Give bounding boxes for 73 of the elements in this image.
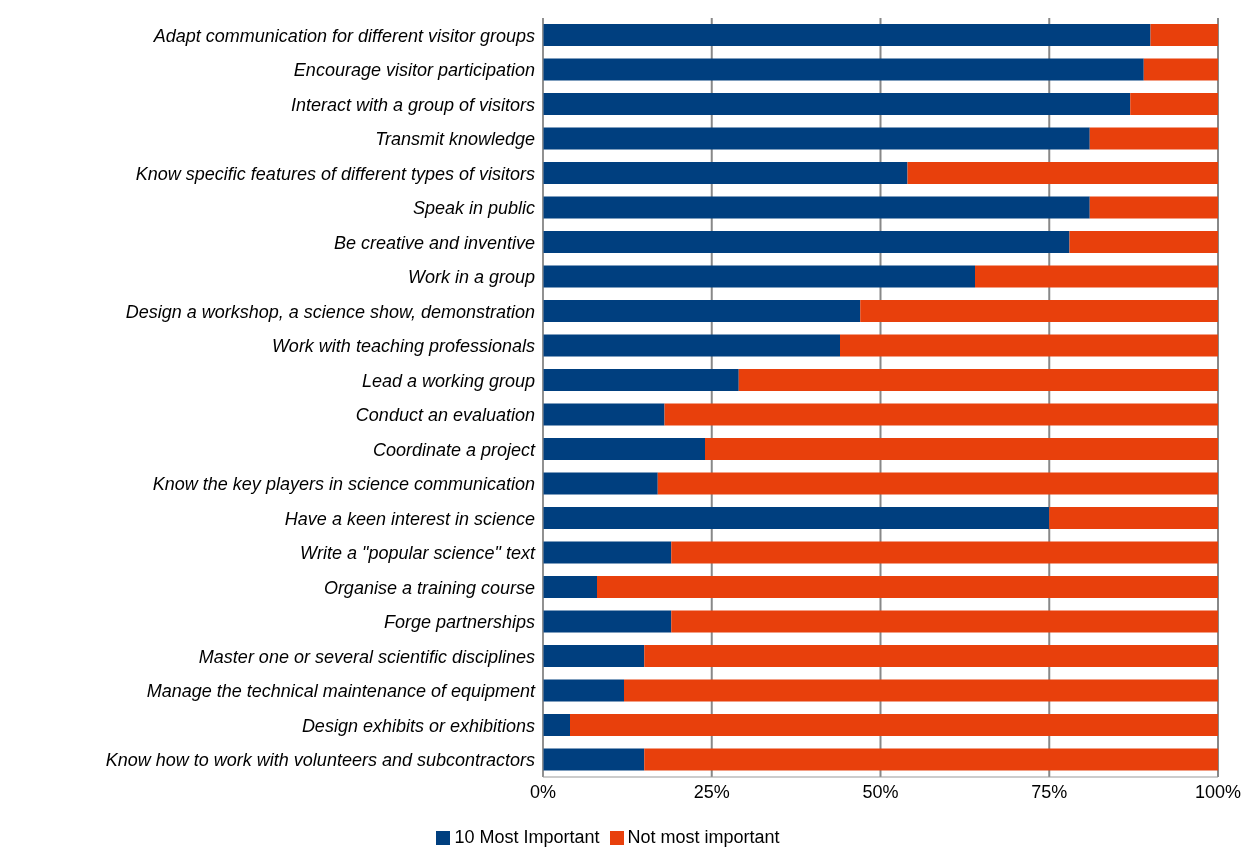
- y-tick-label: Organise a training course: [323, 577, 535, 598]
- bar: [1143, 58, 1218, 81]
- bar: [671, 541, 1218, 564]
- bar: [543, 610, 672, 633]
- y-tick-label: Encourage visitor participation: [293, 60, 535, 81]
- bar: [570, 714, 1218, 736]
- y-tick-label: Speak in public: [412, 198, 535, 219]
- y-tick-label: Adapt communication for different visitor groups: [152, 25, 535, 46]
- bar: [543, 24, 1151, 46]
- x-tick-label: 0%: [529, 781, 557, 802]
- legend-label: Not most important: [627, 827, 780, 847]
- bar: [975, 265, 1218, 288]
- x-tick-label: 100%: [1194, 781, 1242, 802]
- bar: [543, 403, 665, 426]
- y-tick-label: Manage the technical maintenance of equipment: [146, 681, 536, 702]
- bar: [543, 162, 908, 184]
- x-tick-label: 25%: [693, 781, 730, 802]
- bar: [543, 265, 975, 288]
- bar: [860, 300, 1218, 322]
- bar: [543, 58, 1144, 81]
- y-tick-label: Have a keen interest in science: [284, 508, 535, 529]
- bar: [705, 438, 1218, 460]
- bar: [644, 748, 1218, 771]
- y-tick-label: Know the key players in science communication: [152, 474, 535, 495]
- bar: [543, 127, 1090, 150]
- bar: [543, 714, 570, 736]
- bar: [543, 334, 840, 357]
- y-tick-label: Transmit knowledge: [375, 129, 535, 150]
- bar: [657, 472, 1218, 495]
- bar: [1049, 507, 1218, 529]
- bar: [907, 162, 1218, 184]
- y-tick-label: Be creative and inventive: [333, 232, 535, 253]
- y-tick-label: Write a "popular science" text: [300, 543, 536, 564]
- bar: [543, 472, 658, 495]
- bar: [738, 369, 1218, 391]
- y-tick-label: Forge partnerships: [383, 612, 535, 633]
- legend-label: 10 Most Important: [454, 827, 600, 847]
- bar: [543, 645, 645, 667]
- y-tick-label: Master one or several scientific disciplines: [198, 646, 535, 667]
- bar: [543, 679, 624, 702]
- bar: [1069, 231, 1218, 253]
- y-tick-label: Conduct an evaluation: [355, 405, 535, 426]
- y-tick-label: Lead a working group: [361, 370, 535, 391]
- bar: [543, 438, 705, 460]
- bar: [1150, 24, 1218, 46]
- y-tick-label: Design a workshop, a science show, demonstration: [125, 301, 535, 322]
- bar: [543, 748, 645, 771]
- bar: [597, 576, 1218, 598]
- bar: [543, 93, 1131, 115]
- x-tick-label: 75%: [1031, 781, 1068, 802]
- bar: [840, 334, 1218, 357]
- y-tick-label: Know specific features of different types of visitors: [135, 163, 535, 184]
- bar: [543, 507, 1050, 529]
- y-tick-label: Work with teaching professionals: [271, 336, 535, 357]
- y-tick-label: Interact with a group of visitors: [290, 94, 535, 115]
- bar: [664, 403, 1218, 426]
- bar: [543, 576, 597, 598]
- bar: [543, 300, 861, 322]
- bar: [543, 196, 1090, 219]
- bar: [644, 645, 1218, 667]
- bar: [1130, 93, 1218, 115]
- bar: [1089, 196, 1218, 219]
- y-tick-label: Coordinate a project: [372, 439, 536, 460]
- y-tick-label: Design exhibits or exhibitions: [301, 715, 535, 736]
- bar: [671, 610, 1218, 633]
- x-tick-label: 50%: [862, 781, 899, 802]
- bar: [624, 679, 1218, 702]
- bar: [1089, 127, 1218, 150]
- bar: [543, 541, 672, 564]
- y-tick-label: Work in a group: [407, 267, 535, 288]
- bar: [543, 231, 1070, 253]
- bar: [543, 369, 739, 391]
- y-tick-label: Know how to work with volunteers and subcontractors: [105, 750, 535, 771]
